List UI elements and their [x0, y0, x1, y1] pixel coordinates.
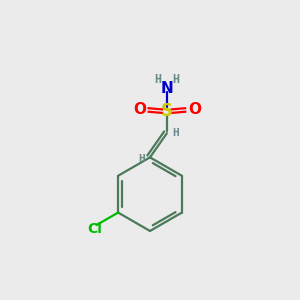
Text: H: H — [138, 154, 145, 164]
Text: N: N — [160, 81, 173, 96]
Text: H: H — [172, 128, 178, 138]
Text: H: H — [154, 74, 161, 86]
Text: H: H — [173, 74, 180, 86]
Text: O: O — [188, 103, 201, 118]
Text: S: S — [161, 102, 173, 120]
Text: Cl: Cl — [88, 222, 102, 236]
Text: O: O — [133, 103, 146, 118]
